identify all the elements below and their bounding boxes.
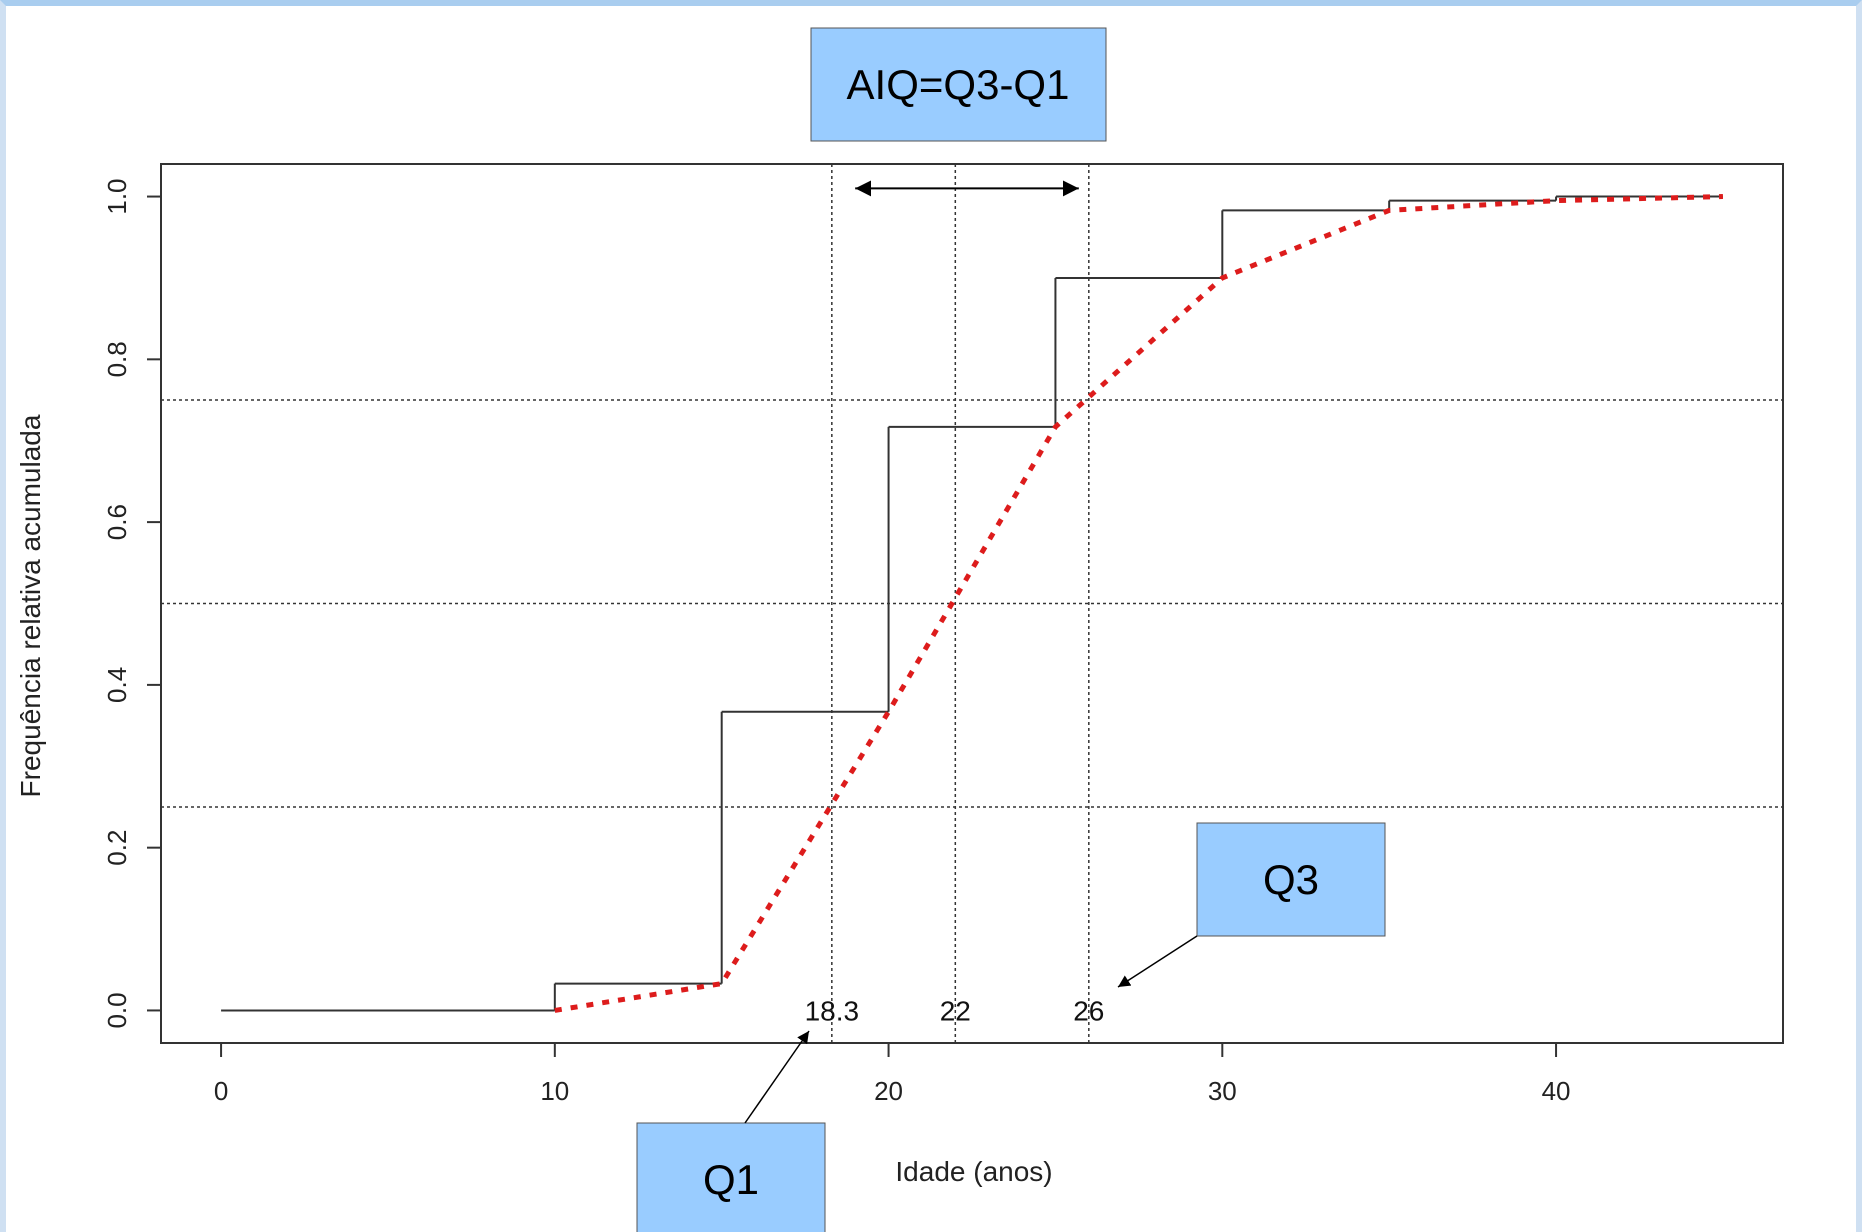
quantile-reference-lines: [161, 399, 1783, 808]
ogive-series: [554, 194, 1723, 1013]
y-tick-label: 0.2: [102, 830, 132, 866]
aiq-box: [810, 27, 1107, 142]
y-tick-label: 0.4: [102, 667, 132, 703]
x-tick-label: 10: [540, 1076, 569, 1106]
q1-box: [636, 1122, 826, 1232]
y-axis: 0.0 0.2 0.4 0.6 0.8 1.0: [102, 178, 162, 1029]
y-tick-label: 0.8: [102, 341, 132, 377]
quantile-value-label: 26: [1073, 995, 1104, 1026]
y-axis-title: Frequência relativa acumulada: [15, 414, 46, 797]
y-tick-label: 0.0: [102, 992, 132, 1028]
x-axis: 0 10 20 30 40: [214, 1042, 1571, 1106]
q3-box: [1196, 822, 1386, 937]
x-tick-label: 40: [1542, 1076, 1571, 1106]
y-tick-label: 0.6: [102, 504, 132, 540]
x-tick-label: 30: [1208, 1076, 1237, 1106]
q3-label: Q3: [1263, 856, 1319, 903]
x-tick-label: 0: [214, 1076, 228, 1106]
quantile-value-label: 22: [940, 995, 971, 1026]
q1-annotation: Q1: [636, 1030, 826, 1232]
ogive-line: [554, 194, 1723, 1013]
y-tick-label: 1.0: [102, 178, 132, 214]
q1-label: Q1: [703, 1156, 759, 1203]
quantile-labels: 18.3 22 26: [805, 995, 1105, 1026]
aiq-label: AIQ=Q3-Q1: [847, 61, 1070, 108]
q3-annotation: Q3: [1117, 822, 1386, 988]
q1-pointer-arrow: [744, 1030, 810, 1124]
q3-pointer-arrow: [1117, 935, 1198, 988]
quantile-value-label: 18.3: [805, 995, 860, 1026]
x-axis-title: Idade (anos): [895, 1156, 1052, 1187]
aiq-annotation: AIQ=Q3-Q1: [810, 27, 1107, 142]
cumulative-frequency-chart: 0 10 20 30 40 0.0 0.2 0.4 0.6 0.8 1.0 18.3 22 26 Id…: [15, 27, 1784, 1232]
x-tick-label: 20: [874, 1076, 903, 1106]
quantile-vertical-lines: [831, 164, 1090, 1043]
